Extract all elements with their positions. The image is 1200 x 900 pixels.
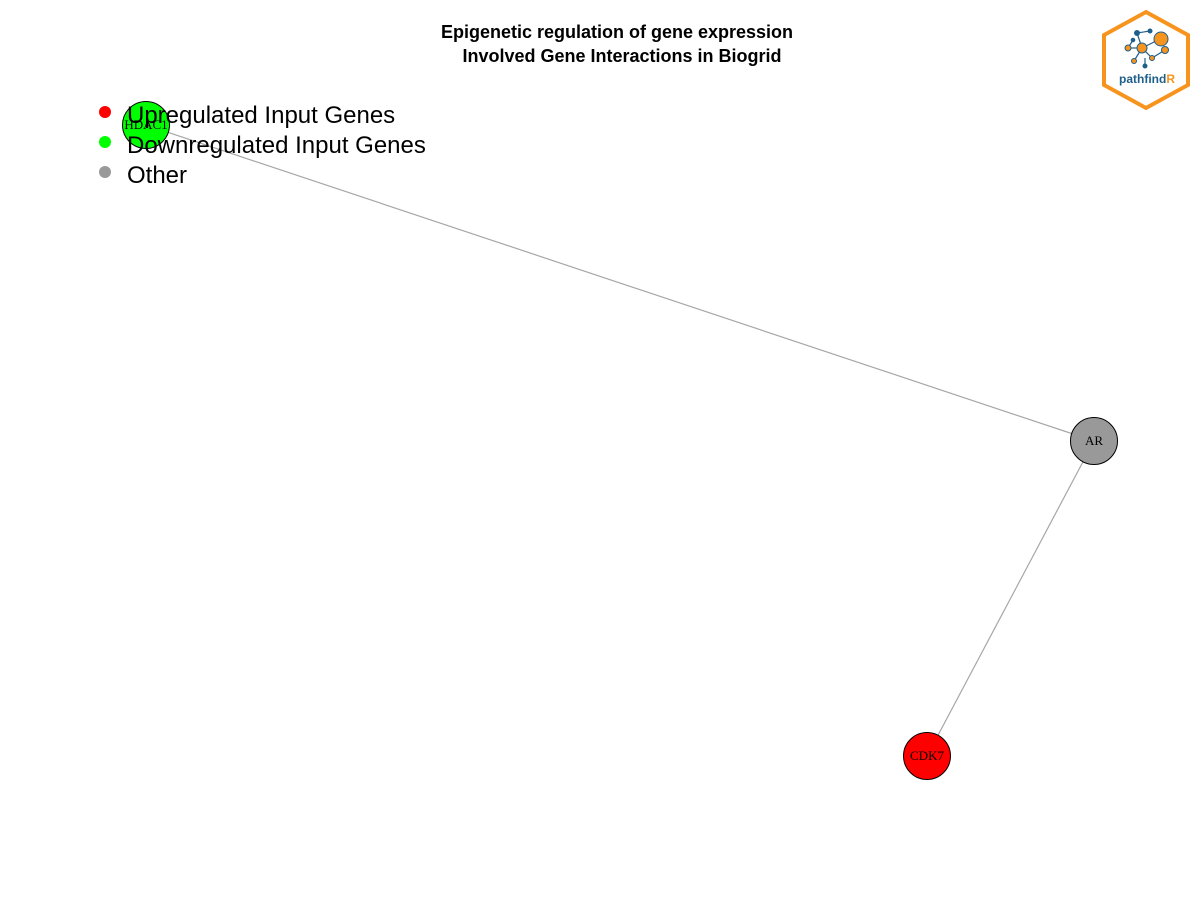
node-label-hdac1: HDAC1 (124, 117, 167, 132)
node-ar: AR (1070, 417, 1118, 465)
node-cdk7: CDK7 (903, 732, 951, 780)
legend-swatch-upregulated (99, 106, 111, 118)
node-label-cdk7: CDK7 (910, 748, 944, 763)
title-line-1: Epigenetic regulation of gene expression (441, 22, 793, 42)
node-label-ar: AR (1085, 433, 1103, 448)
title-line-2: Involved Gene Interactions in Biogrid (462, 46, 781, 66)
legend: Upregulated Input Genes Downregulated In… (99, 102, 426, 189)
logo-network-nodes (1124, 28, 1169, 69)
node-circle-ar (1070, 417, 1118, 465)
legend-label-downregulated: Downregulated Input Genes (127, 132, 426, 159)
logo-wordmark: pathfindR (1119, 72, 1175, 86)
edge-ar-cdk7 (926, 440, 1095, 757)
pathfindr-logo: pathfindR (1102, 9, 1190, 111)
node-hdac1: HDAC1 (122, 101, 170, 149)
edge-hdac1-ar (145, 124, 1095, 442)
legend-label-other: Other (127, 162, 187, 189)
nodes-layer: HDAC1 AR CDK7 (122, 101, 1118, 780)
legend-swatch-downregulated (99, 136, 111, 148)
node-circle-cdk7 (903, 732, 951, 780)
logo-text-accent: R (1166, 72, 1175, 86)
legend-label-upregulated: Upregulated Input Genes (127, 102, 395, 129)
logo-hexagon (1102, 9, 1190, 111)
legend-swatch-other (99, 166, 111, 178)
node-circle-hdac1 (122, 101, 170, 149)
logo-text-main: pathfind (1119, 72, 1166, 86)
edges-layer (145, 124, 1095, 757)
